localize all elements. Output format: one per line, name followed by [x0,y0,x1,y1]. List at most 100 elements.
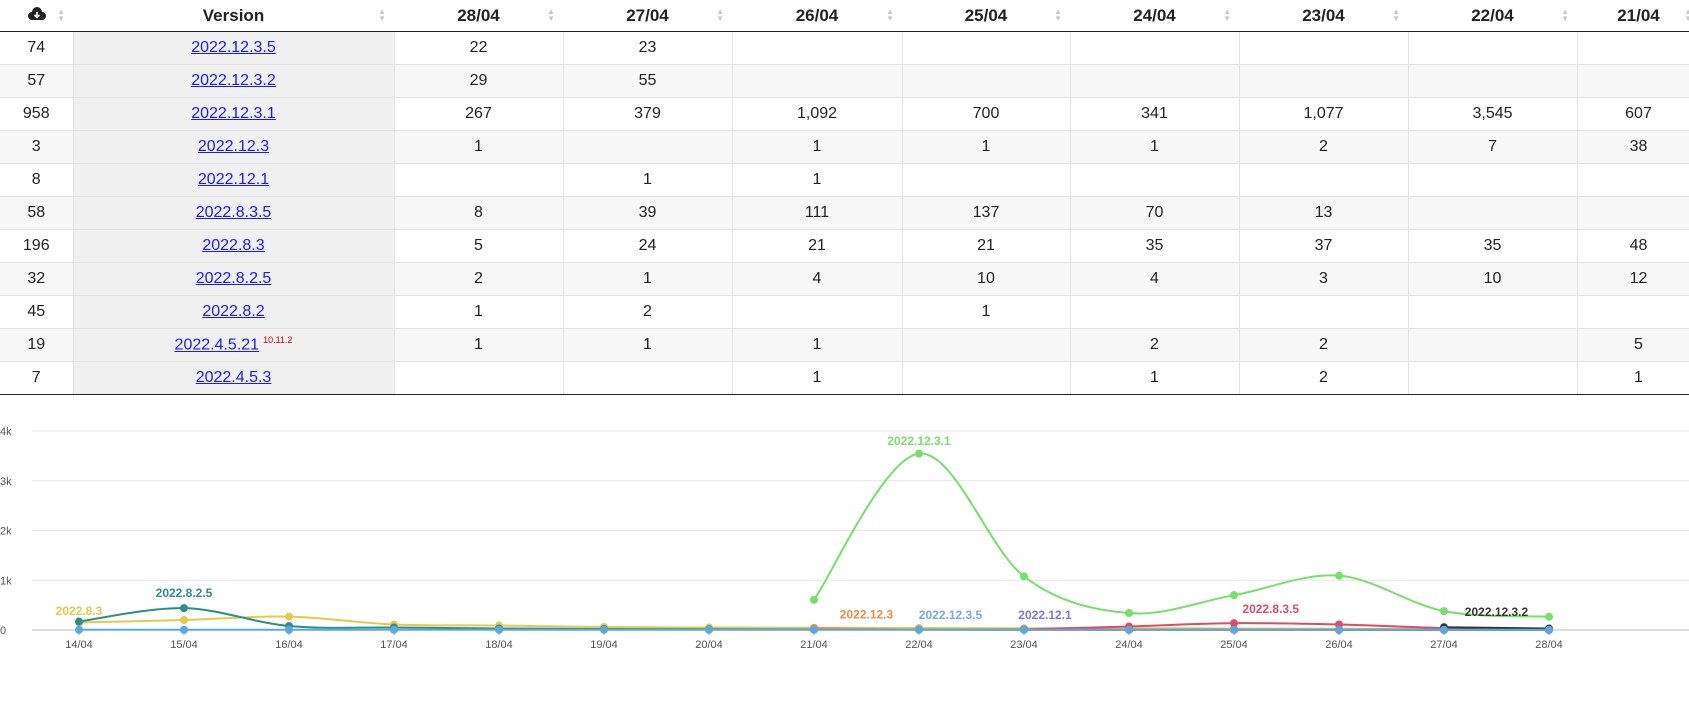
data-point [1440,625,1448,634]
data-point [180,616,188,625]
table-row: 8 2022.12.1 1 1 [0,163,1689,197]
version-link[interactable]: 2022.8.3 [202,237,265,254]
y-tick-label: 4k [0,426,12,438]
total-cell: 7 [0,361,74,395]
y-tick-label: 0 [0,625,6,637]
count-cell [1070,31,1240,65]
header-download-column[interactable]: ▲ ▼ [0,0,73,32]
data-point [1125,625,1133,634]
header-label: 22/04 [1471,5,1514,25]
table-row: 58 2022.8.3.5 8 39 111 137 70 13 [0,196,1689,230]
sort-arrows-icon[interactable]: ▲ ▼ [1054,7,1062,23]
series-label: 2022.12.3.5 [919,608,983,622]
count-cell [394,361,564,395]
total-cell: 19 [0,328,74,362]
table-row: 3 2022.12.3 1 1 1 1 2 7 38 [0,130,1689,164]
x-tick-label: 27/04 [1430,639,1458,651]
header-column[interactable]: 23/04 ▲ ▼ [1239,0,1408,32]
header-column[interactable]: 22/04 ▲ ▼ [1408,0,1577,32]
sort-arrows-icon[interactable]: ▲ ▼ [1561,7,1569,23]
count-cell: 1 [1070,130,1240,164]
sort-arrows-icon[interactable]: ▲ ▼ [716,7,724,23]
count-cell: 379 [563,97,733,131]
count-cell: 29 [394,64,564,98]
data-point [1020,572,1028,581]
x-tick-label: 25/04 [1220,639,1248,651]
header-column[interactable]: Version ▲ ▼ [73,0,394,32]
x-tick-label: 24/04 [1115,639,1143,651]
header-column[interactable]: 21/04 ▲ ▼ [1577,0,1689,32]
total-cell: 32 [0,262,74,296]
count-cell: 2 [1239,328,1409,362]
cloud-download-icon [27,6,46,20]
version-link[interactable]: 2022.8.3.5 [195,204,272,221]
data-point [285,625,293,634]
version-link[interactable]: 2022.4.5.21 [174,336,260,354]
version-link[interactable]: 2022.8.2 [202,303,265,320]
count-cell [732,31,903,65]
x-tick-label: 28/04 [1535,639,1563,651]
version-link[interactable]: 2022.8.2.5 [195,270,272,287]
sort-arrows-icon[interactable]: ▲ ▼ [1392,7,1400,23]
sort-arrows-icon[interactable]: ▲ ▼ [886,7,894,23]
x-tick-label: 14/04 [65,639,93,651]
count-cell [1408,163,1578,197]
header-label: 23/04 [1302,5,1345,25]
sort-arrows-icon[interactable]: ▲ ▼ [1684,7,1689,23]
count-cell: 10 [1408,262,1578,296]
version-link[interactable]: 2022.12.1 [197,171,270,188]
version-link[interactable]: 2022.4.5.3 [195,369,272,386]
count-cell: 12 [1577,262,1689,296]
data-point [285,612,293,621]
count-cell [1408,31,1578,65]
sort-arrows-icon[interactable]: ▲ ▼ [547,7,555,23]
version-cell: 2022.12.3.1 [73,97,395,131]
header-column[interactable]: 25/04 ▲ ▼ [902,0,1070,32]
count-cell: 1 [732,328,903,362]
count-cell: 23 [563,31,733,65]
count-cell: 1 [1070,361,1240,395]
count-cell: 111 [732,196,903,230]
header-column[interactable]: 26/04 ▲ ▼ [732,0,902,32]
count-cell: 35 [1070,229,1240,263]
header-column[interactable]: 24/04 ▲ ▼ [1070,0,1239,32]
header-column[interactable]: 28/04 ▲ ▼ [394,0,563,32]
count-cell [563,361,733,395]
count-cell: 1 [563,163,733,197]
x-tick-label: 21/04 [800,639,828,651]
count-cell: 48 [1577,229,1689,263]
count-cell [902,64,1071,98]
table-row: 74 2022.12.3.5 22 23 [0,31,1689,65]
count-cell: 55 [563,64,733,98]
y-tick-label: 2k [0,526,12,538]
version-link[interactable]: 2022.12.3.5 [191,39,276,56]
header-label: 27/04 [626,5,669,25]
count-cell [1408,64,1578,98]
version-cell: 2022.8.3.5 [73,196,395,230]
sort-arrows-icon[interactable]: ▲ ▼ [378,7,386,23]
count-cell: 24 [563,229,733,263]
total-cell: 958 [0,97,74,131]
count-cell: 8 [394,196,564,230]
data-point [1230,591,1238,600]
count-cell [902,163,1071,197]
series-label: 2022.8.3.5 [1242,602,1299,616]
header-label: 24/04 [1133,5,1176,25]
version-link[interactable]: 2022.12.3.2 [191,72,276,89]
version-link[interactable]: 2022.12.3 [197,138,270,155]
y-tick-label: 1k [0,575,12,587]
count-cell [732,64,903,98]
version-link[interactable]: 2022.12.3.1 [191,105,276,122]
y-tick-label: 3k [0,476,12,488]
header-column[interactable]: 27/04 ▲ ▼ [563,0,732,32]
count-cell [1408,361,1578,395]
count-cell: 38 [1577,130,1689,164]
sort-arrows-icon[interactable]: ▲ ▼ [1223,7,1231,23]
count-cell [902,361,1071,395]
table-header-row: ▲ ▼ Version ▲ ▼ 28/04 ▲ ▼ 27/04 ▲ ▼ 26/04 ▲ ▼ 25/04 ▲ ▼ 2… [0,0,1689,32]
data-point [1230,625,1238,634]
version-cell: 2022.8.3 [73,229,395,263]
sort-arrows-icon[interactable]: ▲ ▼ [57,7,65,23]
data-point [1545,612,1553,621]
count-cell: 10 [902,262,1071,296]
